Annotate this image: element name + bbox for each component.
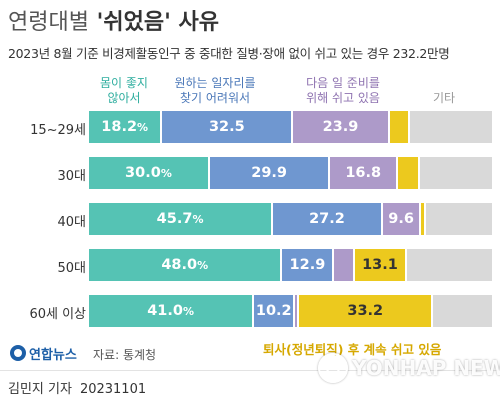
legend-item-other: 기타 <box>424 91 464 106</box>
chart-title: 연령대별 '쉬었음' 사유 <box>8 4 219 36</box>
bar-segment-60세-이상-s0 <box>89 295 253 327</box>
category-label-40대: 40대 <box>57 215 86 230</box>
legend-item-preparing-line2: 위해 쉬고 있음 <box>306 91 380 105</box>
legend-item-unwell-line2: 않아서 <box>107 91 141 105</box>
bar-segment-15-29세-s0 <box>89 111 161 143</box>
watermark-text: YONHAP NEWS <box>352 356 500 380</box>
bar-segment-30대-s3 <box>398 157 419 189</box>
bar-segment-60세-이상-s1 <box>254 295 294 327</box>
footer: 김민지 기자 20231101 <box>8 378 146 397</box>
footer-divider <box>0 370 500 371</box>
bar-segment-60세-이상-s4 <box>433 295 492 327</box>
legend-item-job-search: 원하는 일자리를 찾기 어려워서 <box>160 76 270 106</box>
category-label-15-29세: 15~29세 <box>30 123 86 138</box>
data-label-40대-s1: 27.2 <box>309 211 345 227</box>
bar-segment-15-29세-s3 <box>389 111 408 143</box>
category-label-30대: 30대 <box>57 169 86 184</box>
yonhap-logo-text: 연합뉴스 <box>29 347 77 363</box>
bar-segment-40대-s4 <box>426 203 492 235</box>
bar-segment-15-29세-s2 <box>293 111 388 143</box>
bar-segment-50대-s4 <box>407 249 492 281</box>
legend-item-unwell-line1: 몸이 좋지 <box>100 76 148 90</box>
data-label-50대-s1: 12.9 <box>289 257 326 273</box>
watermark-logo-icon <box>318 353 348 383</box>
bar-segment-40대-s2 <box>382 203 420 235</box>
bar-segment-15-29세-s1 <box>162 111 292 143</box>
title-lead: 연령대별 <box>8 10 89 35</box>
bar-segment-30대-s2 <box>330 157 397 189</box>
publish-date: 20231101 <box>79 382 147 397</box>
data-label-50대-s0: 48.0% <box>161 257 209 273</box>
legend-item-job-search-line2: 찾기 어려워서 <box>179 91 251 105</box>
data-label-50대-s3: 13.1 <box>362 257 398 273</box>
legend-item-preparing-line1: 다음 일 준비를 <box>306 76 380 90</box>
data-label-60세-이상-s1: 10.2 <box>255 303 292 319</box>
bar-segment-15-29세-s4 <box>409 111 492 143</box>
bar-segment-30대-s4 <box>420 157 492 189</box>
title-emphasis: '쉬었음' <box>96 10 171 35</box>
bar-segment-40대-s0 <box>89 203 272 235</box>
legend-item-other-line1: 기타 <box>432 91 456 105</box>
watermark: YONHAP NEWS <box>318 353 500 383</box>
data-label-15-29세-s1: 32.5 <box>208 119 245 135</box>
bar-segment-60세-이상-s2 <box>295 295 298 327</box>
legend-item-unwell: 몸이 좋지 않아서 <box>88 76 160 106</box>
chart-subtitle: 2023년 8월 기준 비경제활동인구 중 중대한 질병·장애 없이 쉬고 있는… <box>8 46 450 61</box>
data-label-40대-s2: 9.6 <box>388 211 414 227</box>
data-label-30대-s2: 16.8 <box>345 165 382 181</box>
legend-item-job-search-line1: 원하는 일자리를 <box>174 76 256 90</box>
bar-segment-30대-s1 <box>209 157 329 189</box>
bar-segment-30대-s0 <box>89 157 208 189</box>
data-label-15-29세-s0: 18.2% <box>101 119 149 135</box>
bar-segment-50대-s0 <box>89 249 281 281</box>
source-note: 자료: 통계청 <box>93 348 157 362</box>
data-label-40대-s0: 45.7% <box>156 211 204 227</box>
bar-segment-50대-s2 <box>334 249 353 281</box>
data-label-30대-s1: 29.9 <box>251 165 288 181</box>
yonhap-logo-icon <box>10 345 26 361</box>
title-tail: 사유 <box>170 10 219 35</box>
bar-segment-40대-s3 <box>421 203 425 235</box>
bar-segment-60세-이상-s3 <box>299 295 432 327</box>
legend-item-preparing: 다음 일 준비를 위해 쉬고 있음 <box>288 76 398 106</box>
yonhap-logo: 연합뉴스 <box>10 344 77 363</box>
bar-segment-50대-s1 <box>282 249 333 281</box>
bar-segment-50대-s3 <box>354 249 406 281</box>
data-label-15-29세-s2: 23.9 <box>322 119 359 135</box>
data-label-60세-이상-s3: 33.2 <box>347 303 384 319</box>
data-label-30대-s0: 30.0% <box>125 165 172 181</box>
author: 김민지 기자 <box>8 382 72 397</box>
category-label-60세-이상: 60세 이상 <box>29 307 86 322</box>
retirement-annotation: 퇴사(정년퇴직) 후 계속 쉬고 있음 <box>263 342 442 357</box>
bar-segment-40대-s1 <box>273 203 381 235</box>
category-label-50대: 50대 <box>57 261 86 276</box>
data-label-60세-이상-s0: 41.0% <box>147 303 195 319</box>
